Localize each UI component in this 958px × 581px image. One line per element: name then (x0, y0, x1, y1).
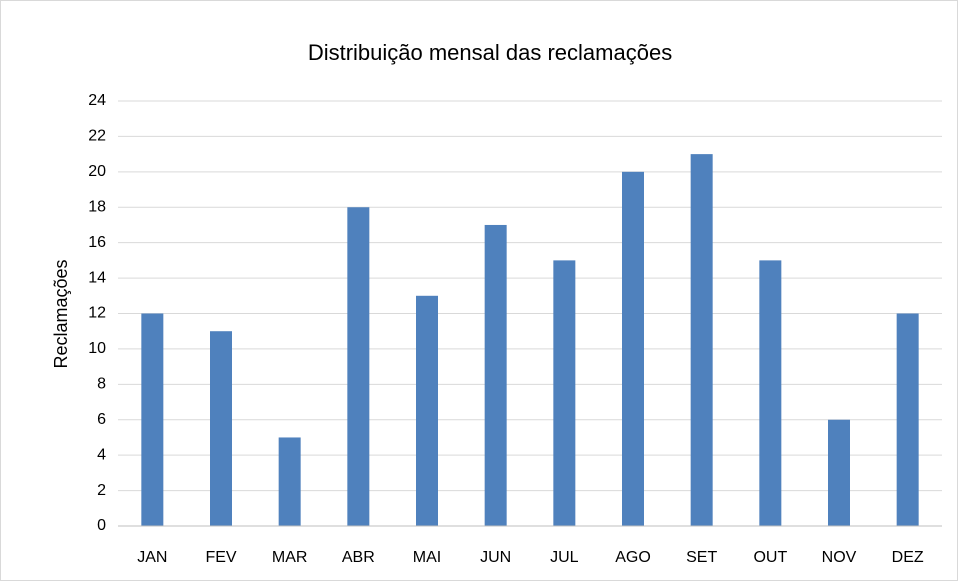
bar (622, 171, 644, 527)
y-tick-label: 2 (97, 482, 106, 499)
y-tick-label: 8 (97, 376, 106, 393)
y-tick-label: 18 (88, 198, 106, 215)
bar (416, 295, 438, 526)
y-tick-label: 14 (88, 269, 106, 286)
x-tick-label: ABR (342, 549, 375, 566)
bar (690, 154, 713, 526)
y-tick-label: 12 (88, 305, 106, 322)
chart-title: Distribuição mensal das reclamações (308, 40, 672, 65)
y-tick-label: 4 (97, 446, 106, 463)
x-tick-label: JUN (480, 549, 511, 566)
bar (828, 419, 850, 526)
bar (210, 331, 232, 526)
x-tick-label: SET (686, 549, 717, 566)
bar (896, 313, 919, 526)
bar (278, 437, 301, 526)
y-tick-label: 6 (97, 411, 106, 428)
bar (759, 260, 782, 526)
x-tick-label: OUT (753, 549, 787, 566)
y-tick-label: 16 (88, 234, 106, 251)
y-tick-label: 0 (97, 517, 106, 534)
y-axis-label: Reclamações (51, 259, 71, 368)
x-tick-label: MAI (413, 549, 441, 566)
x-tick-label: DEZ (892, 549, 924, 566)
x-tick-label: NOV (822, 549, 857, 566)
bar (484, 224, 507, 527)
y-tick-label: 10 (88, 340, 106, 357)
x-tick-label: FEV (205, 549, 236, 566)
x-tick-label: JAN (137, 549, 167, 566)
bar (141, 313, 164, 526)
bar (553, 260, 576, 526)
y-tick-label: 22 (88, 128, 106, 145)
y-tick-label: 24 (88, 92, 106, 109)
y-tick-label: 20 (88, 163, 106, 180)
x-tick-label: JUL (550, 549, 579, 566)
bar (347, 207, 370, 526)
x-tick-label: MAR (272, 549, 308, 566)
x-tick-label: AGO (615, 549, 651, 566)
